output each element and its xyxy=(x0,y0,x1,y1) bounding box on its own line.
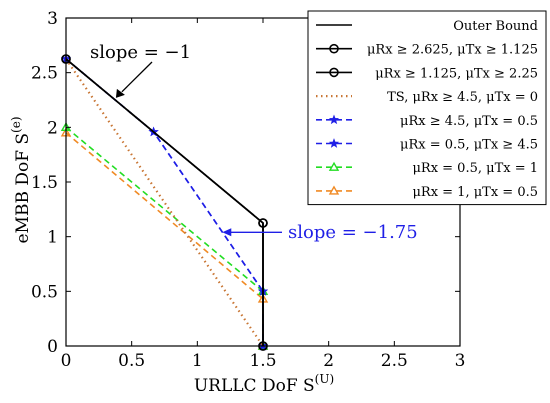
series-line-3 xyxy=(65,58,264,347)
legend-label-5: μRx = 0.5, μTx ≥ 4.5 xyxy=(400,138,538,153)
annotation-arrowhead-2 xyxy=(222,228,232,237)
y-tick-label: 1.5 xyxy=(31,173,58,193)
x-tick-label: 0.5 xyxy=(118,351,145,371)
y-tick-label: 2.5 xyxy=(31,64,58,84)
x-tick-label: 2.5 xyxy=(381,351,408,371)
annotation-slope-1: slope = −1 xyxy=(90,42,191,63)
series-line-6 xyxy=(65,126,264,346)
y-tick-label: 2 xyxy=(47,118,58,138)
series-line-0 xyxy=(65,58,264,346)
x-tick-label: 2 xyxy=(323,351,334,371)
y-tick-label: 3 xyxy=(47,9,58,29)
y-axis-label: eMBB DoF S(e) xyxy=(9,116,33,243)
x-axis-label: URLLC DoF S(U) xyxy=(194,372,334,396)
legend-label-0: Outer Bound xyxy=(453,19,538,34)
y-tick-label: 0 xyxy=(47,337,58,357)
legend-label-7: μRx = 1, μTx = 0.5 xyxy=(412,185,538,200)
legend-marker-7 xyxy=(328,185,340,195)
x-tick-label: 1.5 xyxy=(249,351,276,371)
y-tick-label: 0.5 xyxy=(31,282,58,302)
y-tick-label: 1 xyxy=(47,228,58,248)
plot-area xyxy=(60,53,269,351)
legend-box xyxy=(307,10,547,206)
annotations: slope = −1 slope = −1.75 xyxy=(90,42,418,243)
x-axis-label-sup: (U) xyxy=(315,372,334,386)
legend-marker-4 xyxy=(328,114,340,125)
legend-marker-2 xyxy=(329,67,339,78)
annotation-slope-2: slope = −1.75 xyxy=(288,222,418,243)
annotation-arrowhead-1 xyxy=(115,88,125,98)
legend: Outer Bound μRx ≥ 2.625, μTx ≥ 1.125 μRx ≥… xyxy=(307,10,547,206)
annotation-arrow-1 xyxy=(121,61,153,93)
x-tick-label: 1 xyxy=(192,351,203,371)
legend-label-4: μRx ≥ 4.5, μTx = 0.5 xyxy=(400,114,538,129)
y-axis-label-sup: (e) xyxy=(9,116,23,132)
legend-marker-1 xyxy=(329,43,339,54)
x-tick-label: 3 xyxy=(455,351,466,371)
legend-label-2: μRx ≥ 1.125, μTx ≥ 2.25 xyxy=(375,66,538,81)
x-tick-label: 0 xyxy=(61,351,72,371)
legend-label-6: μRx = 0.5, μTx = 1 xyxy=(412,161,538,176)
legend-marker-5 xyxy=(328,138,340,148)
legend-label-1: μRx ≥ 2.625, μTx ≥ 1.125 xyxy=(367,43,538,58)
series-line-7 xyxy=(65,132,264,346)
legend-label-3: TS, μRx ≥ 4.5, μTx = 0 xyxy=(387,90,538,105)
legend-marker-6 xyxy=(328,161,340,171)
